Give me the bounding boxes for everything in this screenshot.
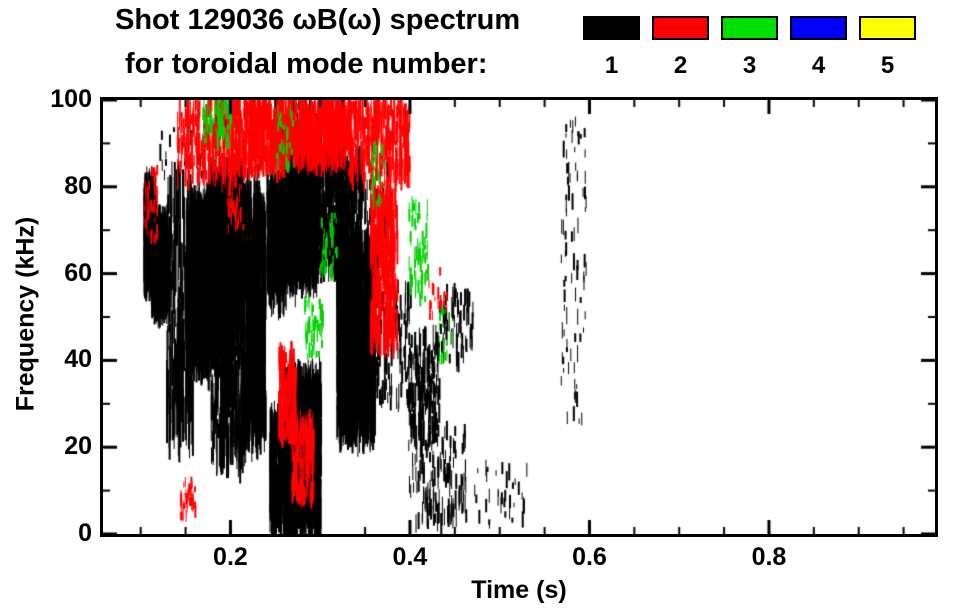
y-tick-label: 60 <box>64 258 92 287</box>
y-axis-title: Frequency (kHz) <box>11 216 40 412</box>
y-tick-label: 80 <box>64 171 92 200</box>
x-axis-title: Time (s) <box>471 576 567 604</box>
legend-swatch-mode-2 <box>652 16 709 40</box>
y-tick-label: 100 <box>50 85 92 113</box>
legend-swatch-mode-5 <box>859 16 916 40</box>
x-tick-label: 0.4 <box>392 543 428 571</box>
x-tick-label: 0.2 <box>213 543 248 571</box>
y-tick-label: 20 <box>64 432 92 461</box>
legend-mode-number-2: 2 <box>673 52 688 79</box>
spectrogram-canvas <box>103 100 935 534</box>
legend-swatch-mode-1 <box>583 16 640 40</box>
x-tick-label: 0.8 <box>751 543 787 571</box>
chart-title: Shot 129036 ωB(ω) spectrum <box>115 4 521 36</box>
legend-swatch-mode-4 <box>790 16 847 40</box>
legend-swatches <box>583 16 916 40</box>
legend-mode-number-3: 3 <box>742 52 757 79</box>
legend-swatch-mode-3 <box>721 16 778 40</box>
chart-subtitle: for toroidal mode number: <box>125 48 488 80</box>
y-tick-label: 40 <box>64 345 92 374</box>
legend-mode-number-5: 5 <box>880 52 895 79</box>
x-tick-label: 0.6 <box>572 543 607 571</box>
legend-mode-number-4: 4 <box>811 52 826 79</box>
legend-mode-number-1: 1 <box>604 52 619 79</box>
y-tick-label: 0 <box>78 519 92 547</box>
plot-area <box>100 97 938 537</box>
legend-mode-numbers: 1 2 3 4 5 <box>583 52 916 80</box>
